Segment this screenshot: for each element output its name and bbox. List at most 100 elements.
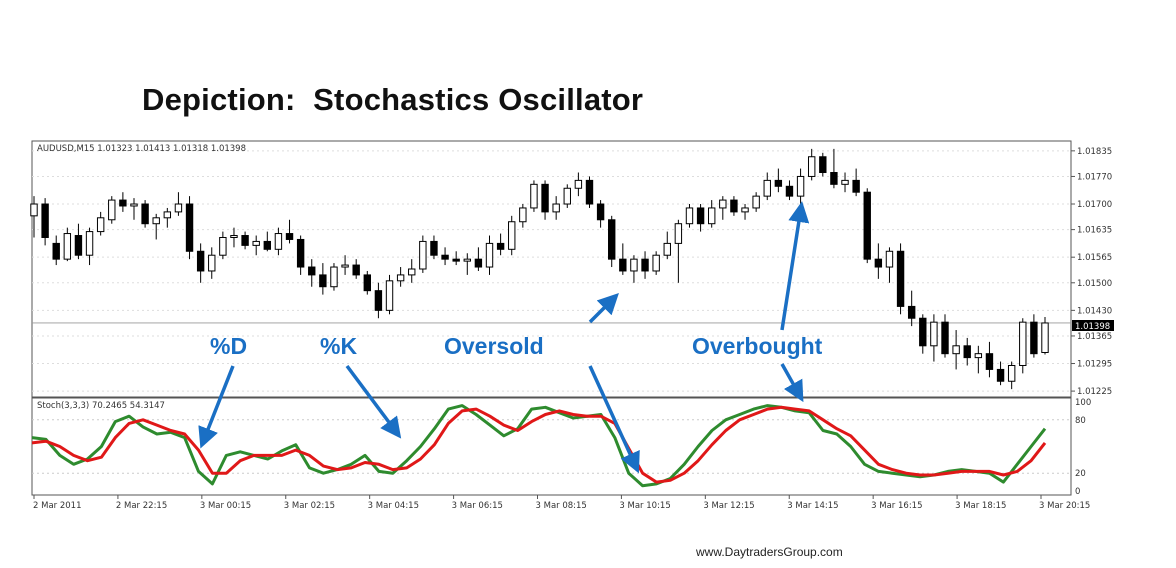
bear-candle [596,203,605,221]
bear-candle [241,235,249,246]
time-tick-label: 3 Mar 10:15 [619,501,670,511]
bear-candle [941,321,949,355]
bull-candle [341,264,349,268]
price-tick-label: 1.01430 [1077,306,1112,316]
time-tick-label: 3 Mar 08:15 [536,501,587,511]
bear-candle [585,179,594,205]
bear-candle [541,183,549,213]
bull-candle [974,353,983,359]
bear-candle [119,199,127,207]
bear-candle [774,179,783,187]
stoch-info-label: Stoch(3,3,3) 70.2465 54.3147 [37,401,165,411]
bear-candle [819,156,827,174]
price-panel [31,140,1072,398]
price-tick-label: 1.01365 [1077,332,1112,342]
bear-candle [696,207,705,225]
bull-candle [1041,322,1049,353]
bull-candle [419,240,427,270]
k-arrow [345,364,402,439]
price-tick-label: 1.01700 [1077,200,1112,210]
bull-candle [952,345,960,355]
price-axis: 1.01835 1.01770 1.01700 1.01635 1.01565 1.015… [1071,147,1112,397]
bull-candle [574,179,583,189]
price-tick-label: 1.01835 [1077,147,1112,157]
bull-candle [1007,364,1016,382]
bear-candle [41,203,49,238]
bull-candle [741,207,749,213]
bull-candle [685,207,694,225]
bull-candle [152,217,160,225]
time-tick-label: 3 Mar 12:15 [703,501,754,511]
bull-candle [552,203,560,213]
stoch-tick-label: 100 [1075,398,1091,408]
bull-candle [519,207,527,223]
overbought-label: Overbought [692,333,823,359]
page-title: Depiction: Stochastics Oscillator [142,82,644,117]
time-tick-label: 3 Mar 16:15 [871,501,922,511]
bear-candle [730,199,738,213]
time-tick-label: 3 Mar 14:15 [787,501,838,511]
stoch-d-line [31,405,1047,484]
time-tick-label: 3 Mar 00:15 [200,501,251,511]
bear-candle [608,219,616,260]
bear-candle [74,235,83,256]
bear-candle [374,290,383,311]
bear-candle [996,368,1005,382]
bear-candle [452,258,460,262]
bear-candle [52,242,60,260]
time-tick-label: 3 Mar 02:15 [284,501,335,511]
time-tick-label: 3 Mar 18:15 [955,501,1006,511]
footer-url: www.DaytradersGroup.com [696,545,843,559]
stoch-k-line [31,404,1047,488]
bull-candle [652,254,660,272]
bear-candle [874,258,883,268]
bull-candle [96,217,105,233]
bull-candle [796,175,805,197]
bear-candle [496,242,505,250]
bear-candle [430,240,438,256]
bear-candle [985,353,994,370]
overbought-arrow-up [780,201,810,331]
stoch-tick-label: 20 [1075,469,1086,479]
time-axis: 2 Mar 2011 2 Mar 22:15 3 Mar 00:15 3 Mar 02… [33,495,1090,511]
bear-candle [963,345,971,359]
bull-candle [85,231,94,256]
bull-candle [763,179,771,197]
bear-candle [830,172,838,185]
current-price-box [1072,320,1114,331]
price-info-label: AUDUSD,M15 1.01323 1.01413 1.01318 1.013… [37,144,246,154]
price-tick-label: 1.01635 [1077,226,1112,236]
bull-candle [930,321,938,347]
bull-candle [385,280,394,311]
bear-candle [641,258,649,272]
bull-candle [208,254,216,272]
price-tick-label: 1.01500 [1077,279,1112,289]
bull-candle [408,268,416,276]
d-label: %D [210,333,247,359]
k-label: %K [320,333,357,359]
stoch-tick-label: 80 [1075,416,1086,426]
bear-candle [308,266,316,276]
bear-candle [863,191,871,260]
time-tick-label: 2 Mar 2011 [33,501,81,511]
candles [30,148,1049,390]
bull-candle [252,240,260,246]
bull-candle [30,203,38,217]
bull-candle [719,199,727,209]
stoch-tick-label: 0 [1075,487,1080,497]
price-tick-label: 1.01770 [1077,172,1112,182]
bear-candle [285,233,294,240]
bull-candle [1019,321,1027,366]
oversold-arrow-down [588,365,640,474]
bear-candle [196,250,205,272]
bull-candle [163,211,172,219]
oversold-arrow-up [588,293,619,324]
time-tick-label: 3 Mar 20:15 [1039,501,1090,511]
bull-candle [885,250,894,268]
bull-candle [630,258,638,272]
bull-candle [63,233,72,260]
oversold-label: Oversold [444,333,544,359]
bull-candle [663,242,671,256]
stoch-lines [31,404,1047,488]
current-price-label: 1.01398 [1075,322,1110,332]
